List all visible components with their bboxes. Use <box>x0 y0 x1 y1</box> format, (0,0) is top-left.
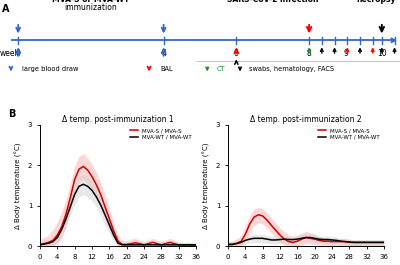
Text: 9: 9 <box>343 48 348 58</box>
Text: immunization: immunization <box>64 3 117 12</box>
Text: necropsy: necropsy <box>357 0 396 4</box>
Legend: MVA-S / MVA-S, MVA-WT / MVA-WT: MVA-S / MVA-S, MVA-WT / MVA-WT <box>317 127 381 141</box>
Y-axis label: Δ Body temperature (°C): Δ Body temperature (°C) <box>15 142 22 229</box>
Text: 0: 0 <box>16 48 21 58</box>
Text: 10: 10 <box>377 48 387 58</box>
Text: 8: 8 <box>307 48 312 58</box>
Legend: MVA-S / MVA-S, MVA-WT / MVA-WT: MVA-S / MVA-S, MVA-WT / MVA-WT <box>129 127 193 141</box>
Text: B: B <box>8 109 15 119</box>
Text: A: A <box>2 4 9 14</box>
Title: Δ temp. post-immunization 1: Δ temp. post-immunization 1 <box>62 115 174 124</box>
Text: SARS-CoV-2 infection: SARS-CoV-2 infection <box>227 0 318 4</box>
Text: 6: 6 <box>234 48 239 58</box>
Y-axis label: Δ Body temperature (°C): Δ Body temperature (°C) <box>203 142 210 229</box>
Text: MVA-S or MVA-WT: MVA-S or MVA-WT <box>52 0 130 4</box>
Text: swabs, hematology, FACS: swabs, hematology, FACS <box>249 66 334 72</box>
Text: 4: 4 <box>161 48 166 58</box>
Title: Δ temp. post-immunization 2: Δ temp. post-immunization 2 <box>250 115 362 124</box>
Text: BAL: BAL <box>160 66 173 72</box>
Text: CT: CT <box>216 66 225 72</box>
Text: large blood draw: large blood draw <box>22 66 78 72</box>
Text: week: week <box>0 48 20 58</box>
